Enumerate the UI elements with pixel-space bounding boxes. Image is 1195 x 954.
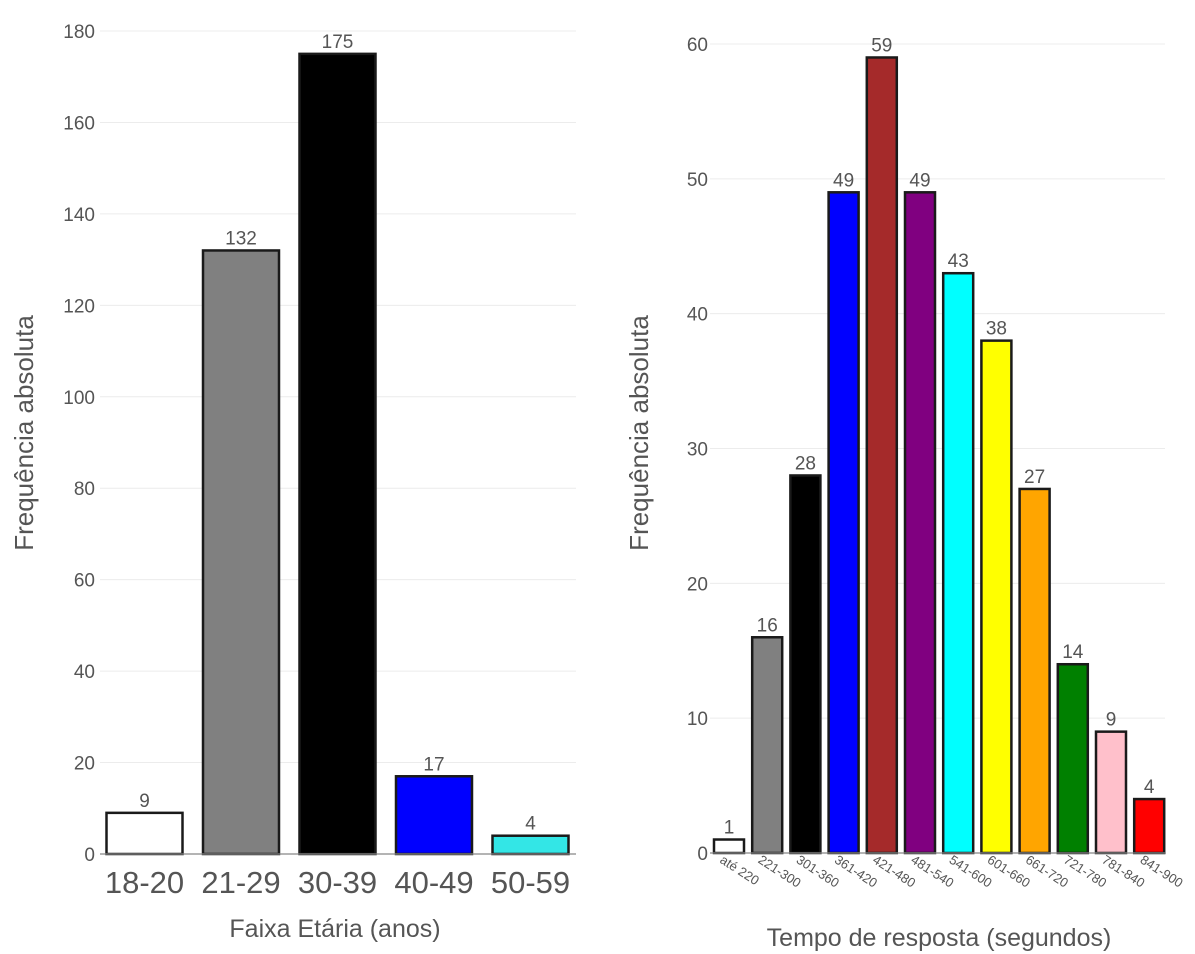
- bar-value-label: 16: [757, 615, 778, 636]
- x-tick-label: 301-360: [794, 852, 842, 891]
- x-tick-label: 21-29: [201, 865, 280, 900]
- bar: [941, 271, 975, 855]
- x-tick-label: 541-600: [947, 852, 995, 891]
- bar: [750, 636, 784, 855]
- y-tick-label: 20: [687, 574, 708, 595]
- x-tick-label: 841-900: [1138, 852, 1186, 891]
- y-tick-label: 30: [687, 440, 708, 461]
- bar-value-label: 38: [986, 319, 1007, 340]
- bar: [394, 775, 474, 856]
- y-tick-label: 60: [687, 35, 708, 56]
- response-time-chart: 0 10 20 30 40 50 60 1 até 220 16 221-300 28 301-360 4…: [624, 35, 1186, 952]
- bar-value-label: 14: [1062, 642, 1084, 663]
- bar: [1132, 797, 1166, 855]
- bar-value-label: 9: [1106, 710, 1117, 731]
- y-tick-label: 0: [84, 845, 95, 866]
- bar: [903, 191, 937, 855]
- bar-value-label: 9: [139, 791, 150, 812]
- y-tick-label: 40: [74, 662, 95, 683]
- y-tick-label: 40: [687, 305, 708, 326]
- bar-value-label: 49: [833, 170, 854, 191]
- bar: [298, 52, 377, 856]
- x-tick-label: 421-480: [870, 852, 918, 891]
- y-tick-label: 100: [63, 388, 95, 409]
- bar-value-label: 17: [423, 754, 444, 775]
- y-tick-label: 80: [74, 479, 95, 500]
- bar-value-label: 43: [948, 251, 969, 272]
- bar-value-label: 28: [795, 453, 816, 474]
- y-tick-label: 20: [74, 754, 95, 775]
- x-tick-label: 40-49: [394, 865, 473, 900]
- x-axis-title: Tempo de resposta (segundos): [767, 924, 1112, 952]
- x-tick-label: 721-780: [1061, 852, 1109, 891]
- bar: [712, 838, 746, 855]
- bar-value-label: 175: [322, 32, 354, 53]
- y-tick-label: 60: [74, 571, 95, 592]
- bar: [980, 339, 1013, 855]
- x-tick-label: 50-59: [491, 865, 570, 900]
- bar: [491, 834, 570, 856]
- x-tick-label: 481-540: [908, 852, 956, 891]
- y-tick-label: 180: [63, 22, 95, 43]
- bar-value-label: 1: [724, 818, 735, 839]
- x-tick-label: 18-20: [105, 865, 184, 900]
- y-tick-label: 160: [63, 113, 95, 134]
- y-tick-label: 120: [63, 296, 95, 317]
- bar-value-label: 4: [1144, 777, 1155, 798]
- x-tick-label: até 220: [717, 852, 762, 888]
- bar: [865, 56, 899, 855]
- y-tick-label: 0: [697, 844, 708, 865]
- y-axis-title: Frequência absoluta: [9, 315, 39, 551]
- bar: [1018, 487, 1051, 855]
- y-axis-title: Frequência absoluta: [624, 315, 654, 551]
- bar: [1056, 662, 1090, 855]
- x-axis-title: Faixa Etária (anos): [229, 915, 440, 943]
- age-group-chart: 0 20 40 60 80 100 120 140 160 180 9 18-20 132 21-29 17…: [9, 22, 576, 943]
- x-tick-label: 781-840: [1099, 852, 1147, 891]
- y-tick-label: 50: [687, 170, 708, 191]
- x-tick-label: 661-720: [1023, 852, 1071, 891]
- x-tick-label: 361-420: [832, 852, 880, 891]
- bar: [1094, 730, 1128, 855]
- bar-value-label: 27: [1024, 467, 1045, 488]
- x-tick-label: 601-660: [985, 852, 1033, 891]
- y-tick-label: 10: [687, 709, 708, 730]
- y-tick-label: 140: [63, 205, 95, 226]
- bar: [201, 249, 281, 856]
- x-tick-label: 30-39: [298, 865, 377, 900]
- bar-value-label: 49: [909, 170, 930, 191]
- bar-value-label: 132: [225, 228, 257, 249]
- bar-value-label: 59: [871, 35, 892, 56]
- bar: [789, 474, 822, 855]
- bar-value-label: 4: [525, 814, 536, 835]
- bar: [827, 191, 860, 855]
- x-tick-label: 221-300: [756, 852, 804, 891]
- bar: [105, 811, 184, 856]
